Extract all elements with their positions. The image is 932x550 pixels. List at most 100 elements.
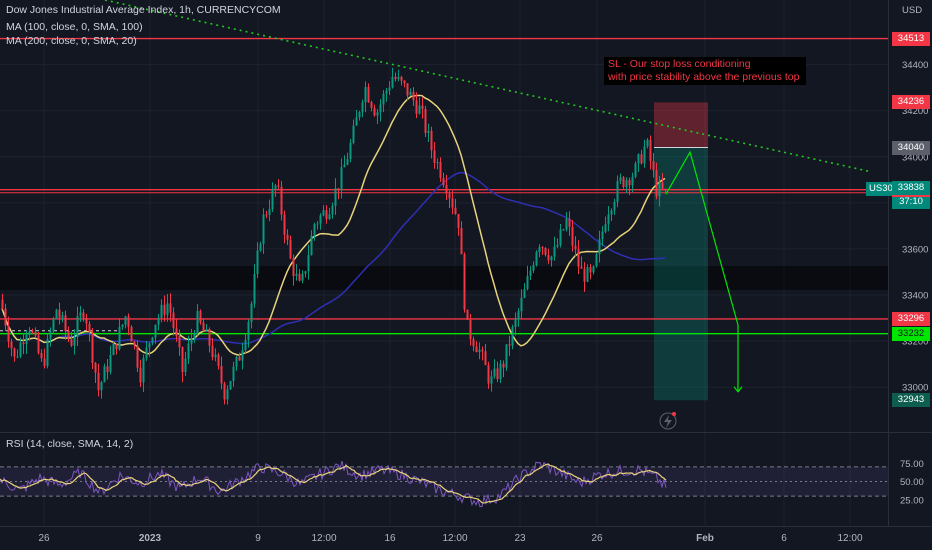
candle-up [256, 250, 259, 275]
candle-up [322, 210, 325, 216]
candle-up [352, 125, 355, 143]
candle-up [514, 318, 517, 328]
candle-down [223, 383, 226, 400]
currency-label: USD [902, 5, 923, 16]
candle-up [619, 177, 622, 182]
ma100-line[interactable] [1, 171, 666, 345]
candle-down [412, 91, 415, 101]
candle-up [637, 154, 640, 164]
price-tag-t32943[interactable]: 32943 [892, 393, 930, 407]
candle-up [598, 239, 601, 255]
candle-up [76, 316, 79, 338]
candle-up [595, 254, 598, 267]
candle-down [211, 345, 214, 358]
candle-up [166, 303, 169, 315]
candle-down [373, 108, 376, 116]
candle-down [457, 213, 460, 229]
stop-loss-annotation[interactable]: SL - Our stop loss conditioning with pri… [604, 57, 806, 85]
candle-down [445, 185, 448, 194]
candle-up [226, 389, 229, 400]
price-tag-c33838[interactable]: 33838 [892, 181, 930, 195]
candle-up [520, 297, 523, 312]
x-tick-label[interactable]: 12:00 [311, 533, 336, 544]
candle-up [25, 334, 28, 345]
candle-up [250, 303, 253, 323]
candle-down [34, 331, 37, 336]
candle-up [301, 273, 304, 281]
candle-up [613, 201, 616, 211]
candle-up [379, 104, 382, 113]
candle-up [523, 289, 526, 298]
candle-up [241, 350, 244, 361]
candles [1, 67, 667, 405]
candle-up [145, 347, 148, 359]
candle-down [367, 87, 370, 103]
candle-up [28, 331, 31, 335]
candle-down [37, 335, 40, 354]
candle-down [265, 214, 268, 216]
candle-down [460, 228, 463, 255]
x-tick-label[interactable]: 12:00 [442, 533, 467, 544]
rsi-line[interactable] [0, 460, 667, 508]
candle-down [199, 310, 202, 323]
price-tag-g33232[interactable]: 33232 [892, 327, 930, 341]
candle-up [601, 231, 604, 240]
candle-up [592, 266, 595, 273]
consolidation-zone [0, 266, 888, 290]
alert-icon[interactable] [659, 412, 677, 430]
candle-down [451, 198, 454, 208]
price-tag-r34513[interactable]: 34513 [892, 32, 930, 46]
rsi-ma-line[interactable] [0, 463, 667, 504]
candle-up [214, 354, 217, 358]
ma200-line[interactable] [1, 94, 666, 356]
candle-up [391, 76, 394, 88]
candle-up [511, 327, 514, 346]
candle-up [160, 304, 163, 318]
candle-down [400, 76, 403, 81]
y-tick-label: 33600 [902, 244, 928, 255]
x-tick-label[interactable]: 12:00 [837, 533, 862, 544]
x-tick-label[interactable]: 2023 [139, 533, 162, 544]
price-tag-r33296[interactable]: 33296 [892, 312, 930, 326]
x-tick-label[interactable]: 16 [384, 533, 396, 544]
candle-down [442, 178, 445, 186]
candle-down [4, 308, 7, 326]
candle-up [274, 185, 277, 190]
candle-down [337, 188, 340, 191]
y-tick-label: 33400 [902, 290, 928, 301]
candle-up [310, 235, 313, 256]
x-tick-label[interactable]: 9 [255, 533, 261, 544]
candle-up [436, 161, 439, 163]
candle-up [328, 214, 331, 219]
candle-up [529, 270, 532, 277]
candle-down [289, 239, 292, 259]
candle-up [46, 338, 49, 366]
price-tag-r34236[interactable]: 34236 [892, 95, 930, 109]
x-tick-label[interactable]: 23 [514, 533, 526, 544]
x-tick-label[interactable]: 26 [591, 533, 603, 544]
projection-line[interactable] [665, 150, 739, 392]
candle-up [55, 309, 58, 319]
price-tag-g34040[interactable]: 34040 [892, 141, 930, 155]
candle-down [325, 210, 328, 219]
descending-trendline[interactable] [104, 0, 873, 173]
legend-ma100: MA (100, close, 0, SMA, 100) [6, 21, 143, 33]
candle-down [403, 80, 406, 84]
candle-up [142, 358, 145, 383]
candle-down [430, 130, 433, 151]
candle-up [193, 333, 196, 338]
candle-up [556, 244, 559, 247]
x-tick-label[interactable]: 6 [781, 533, 787, 544]
candle-up [190, 337, 193, 344]
x-tick-label[interactable]: Feb [696, 533, 714, 544]
candle-down [571, 226, 574, 246]
candle-up [358, 112, 361, 118]
x-tick-label[interactable]: 26 [38, 533, 50, 544]
candle-down [133, 341, 136, 346]
candle-up [334, 188, 337, 206]
candle-up [304, 271, 307, 274]
candle-up [268, 209, 271, 215]
candle-up [121, 324, 124, 327]
candle-up [418, 105, 421, 114]
